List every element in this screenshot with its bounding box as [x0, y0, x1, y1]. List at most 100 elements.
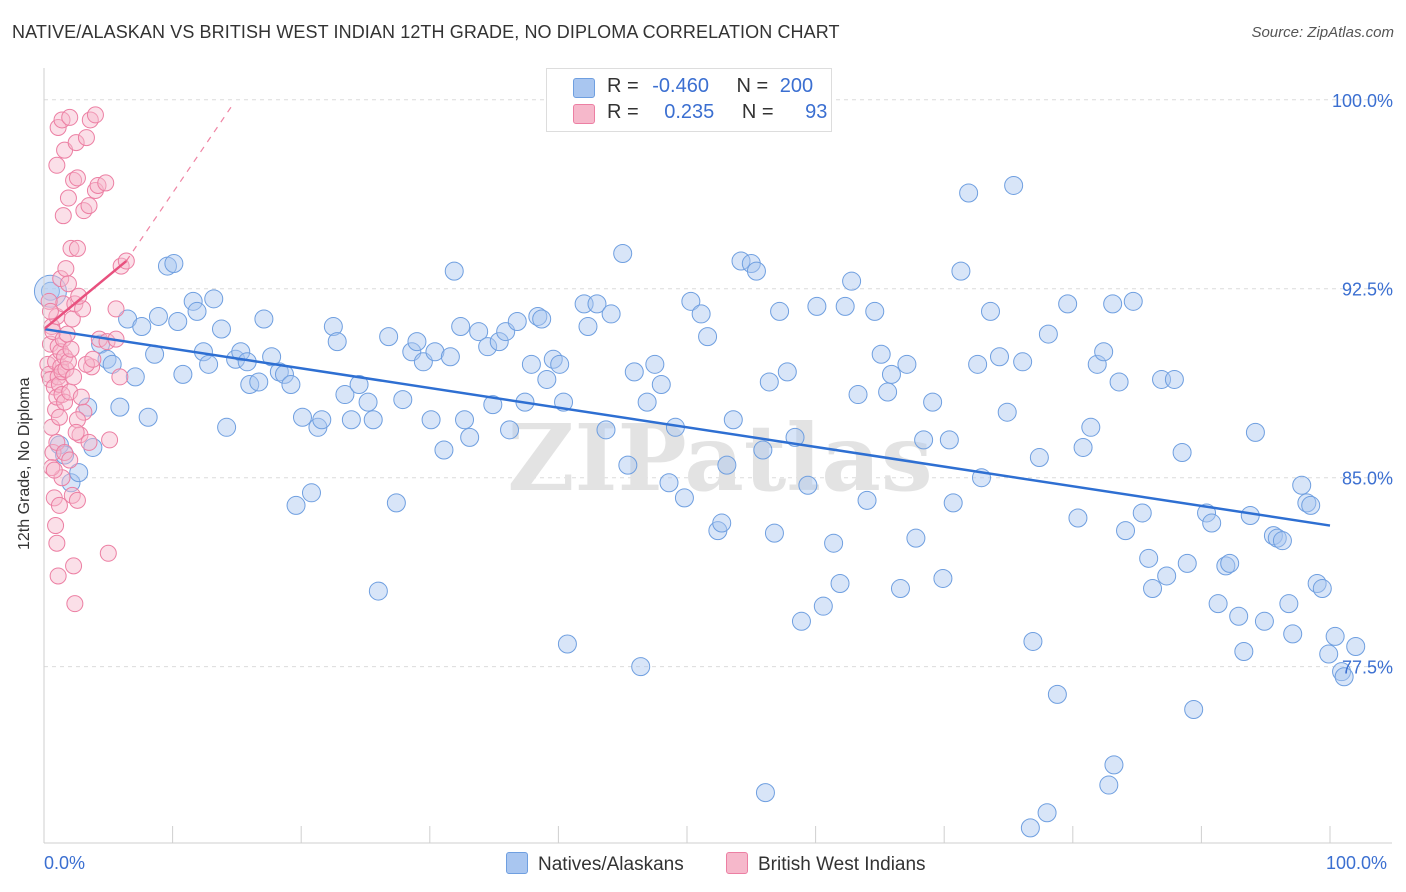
data-point-native	[578, 317, 598, 337]
data-point-native	[61, 473, 81, 493]
data-point-native	[989, 347, 1009, 367]
data-point-bwi	[54, 207, 72, 225]
data-point-native	[651, 374, 671, 394]
data-point-native	[521, 354, 541, 374]
bottom-legend-natives: Natives/Alaskans	[506, 852, 684, 876]
data-point-native	[601, 304, 621, 324]
data-point-native	[543, 349, 563, 369]
data-point-native	[1234, 642, 1254, 662]
data-point-native	[980, 301, 1000, 321]
data-point-native	[500, 420, 520, 440]
data-point-bwi	[41, 302, 59, 320]
data-point-native	[1116, 521, 1136, 541]
data-point-native	[102, 354, 122, 374]
data-point-native	[183, 291, 203, 311]
data-point-native	[807, 296, 827, 316]
data-point-native	[645, 354, 665, 374]
data-point-native	[1177, 553, 1197, 573]
x-tick-label-min: 0.0%	[44, 853, 86, 873]
data-point-native	[138, 407, 158, 427]
data-point-native	[1279, 594, 1299, 614]
data-point-native	[1229, 606, 1249, 626]
data-point-native	[281, 374, 301, 394]
data-point-native	[951, 261, 971, 281]
data-point-bwi	[57, 260, 75, 278]
trend-line-bwi	[43, 260, 128, 331]
data-point-native	[286, 495, 306, 515]
data-point-bwi	[61, 451, 79, 469]
data-point-bwi	[68, 239, 86, 257]
data-point-native	[386, 493, 406, 513]
data-point-bwi	[65, 557, 83, 575]
data-point-bwi	[66, 595, 84, 613]
data-point-native	[1132, 503, 1152, 523]
data-point-bwi	[48, 534, 66, 552]
trend-line-natives	[43, 327, 1331, 527]
data-point-bwi	[59, 275, 77, 293]
data-point-native	[204, 289, 224, 309]
data-point-native	[421, 410, 441, 430]
data-point-native	[1319, 644, 1339, 664]
series-british-west-indians	[39, 106, 135, 613]
data-point-native	[1087, 354, 1107, 374]
data-point-bwi	[72, 388, 90, 406]
data-point-native	[1103, 294, 1123, 314]
data-point-native	[865, 301, 885, 321]
data-point-bwi	[80, 197, 98, 215]
data-point-native	[878, 382, 898, 402]
data-point-native	[323, 317, 343, 337]
data-point-native	[173, 364, 193, 384]
data-point-bwi	[86, 106, 104, 124]
axis-layer: 77.5% 85.0% 92.5% 100.0%	[43, 68, 1393, 844]
data-point-native	[1325, 626, 1345, 646]
data-point-native	[1272, 531, 1292, 551]
legend-n-value: 93	[805, 101, 828, 123]
data-point-bwi	[59, 353, 77, 371]
data-point-native	[1157, 566, 1177, 586]
bottom-legend-swatch-natives	[506, 852, 528, 874]
data-point-native	[132, 317, 152, 337]
data-point-bwi	[81, 111, 99, 129]
legend-r-label: R =	[607, 101, 639, 123]
data-point-native	[857, 490, 877, 510]
data-point-native	[587, 294, 607, 314]
data-point-native	[1267, 528, 1287, 548]
legend-r-label: R =	[607, 75, 639, 97]
data-point-native	[379, 327, 399, 347]
data-point-native	[923, 392, 943, 412]
data-point-native	[624, 362, 644, 382]
data-point-bwi	[65, 368, 83, 386]
data-point-native	[1073, 437, 1093, 457]
data-point-native	[1104, 755, 1124, 775]
data-point-native	[292, 407, 312, 427]
data-point-native	[824, 533, 844, 553]
data-point-bwi	[45, 461, 63, 479]
data-point-native	[723, 410, 743, 430]
data-point-native	[997, 402, 1017, 422]
data-point-bwi	[56, 393, 74, 411]
data-point-native	[835, 296, 855, 316]
legend-n-label: N =	[736, 75, 769, 97]
data-point-bwi	[74, 300, 92, 318]
data-point-native	[1139, 548, 1159, 568]
data-point-native	[770, 301, 790, 321]
data-point-native	[550, 354, 570, 374]
data-point-native	[407, 332, 427, 352]
data-point-bwi	[67, 134, 85, 152]
data-point-native	[1254, 611, 1274, 631]
data-point-native	[211, 319, 231, 339]
data-point-native	[674, 488, 694, 508]
data-point-native	[753, 440, 773, 460]
data-point-bwi	[111, 368, 129, 386]
trend-lines	[43, 101, 1331, 527]
data-point-native	[363, 410, 383, 430]
y-tick-label: 92.5%	[1342, 280, 1393, 300]
data-point-native	[368, 581, 388, 601]
data-point-native	[1346, 636, 1366, 656]
bottom-legend-label: British West Indians	[758, 854, 926, 875]
watermark: ZIPatlas	[507, 404, 932, 512]
data-point-bwi	[49, 567, 67, 585]
data-point-native	[254, 309, 274, 329]
data-point-native	[262, 347, 282, 367]
